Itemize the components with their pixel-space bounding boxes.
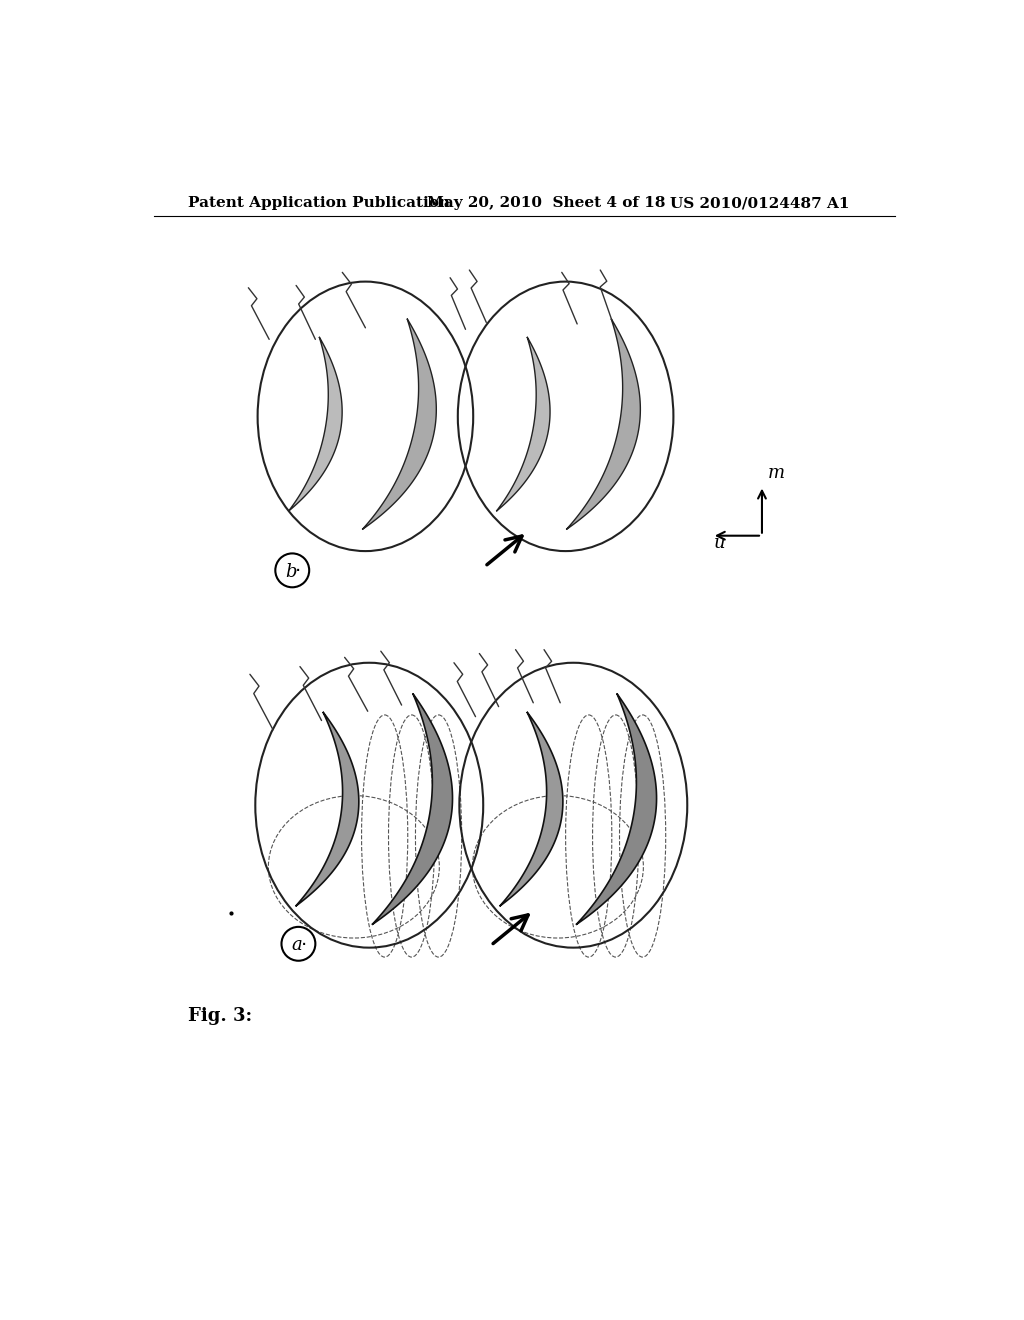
Polygon shape bbox=[566, 318, 640, 529]
Polygon shape bbox=[500, 711, 563, 907]
Text: m: m bbox=[768, 463, 785, 482]
Text: Patent Application Publication: Patent Application Publication bbox=[188, 197, 451, 210]
Polygon shape bbox=[577, 693, 656, 925]
Text: .: . bbox=[295, 556, 301, 576]
Polygon shape bbox=[296, 711, 358, 907]
Text: May 20, 2010  Sheet 4 of 18: May 20, 2010 Sheet 4 of 18 bbox=[427, 197, 666, 210]
Text: Fig. 3:: Fig. 3: bbox=[188, 1007, 253, 1024]
Text: b: b bbox=[285, 562, 297, 581]
Polygon shape bbox=[497, 337, 550, 511]
Text: US 2010/0124487 A1: US 2010/0124487 A1 bbox=[670, 197, 849, 210]
Polygon shape bbox=[289, 337, 342, 511]
Text: u: u bbox=[714, 535, 726, 552]
Polygon shape bbox=[372, 693, 453, 925]
Text: .: . bbox=[301, 929, 307, 949]
Polygon shape bbox=[362, 318, 436, 529]
Text: a: a bbox=[292, 936, 302, 954]
